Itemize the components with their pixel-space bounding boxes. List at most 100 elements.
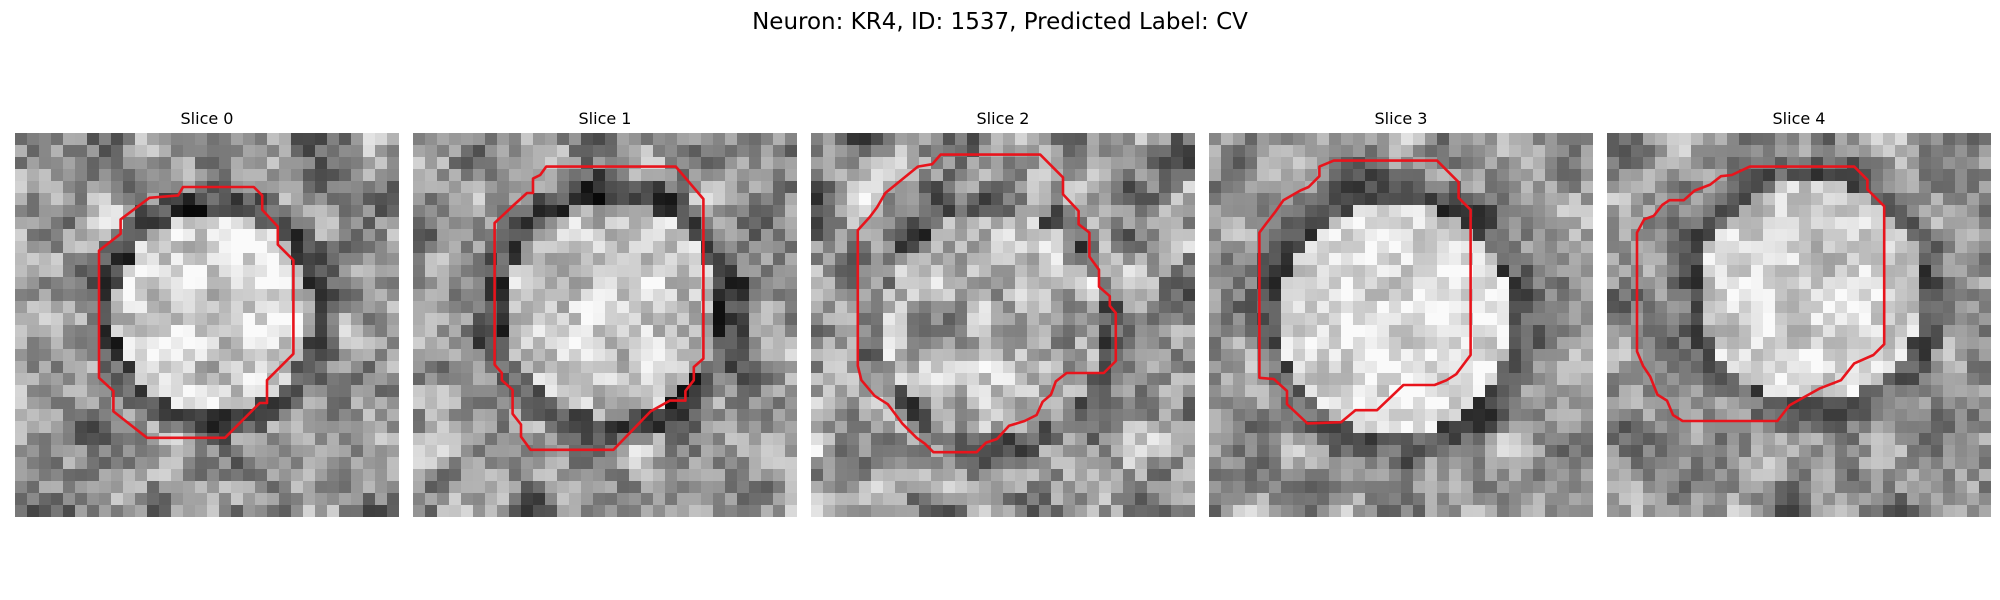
- pixel: [979, 397, 992, 410]
- pixel: [581, 505, 594, 517]
- pixel: [967, 421, 980, 434]
- pixel: [1365, 421, 1378, 434]
- pixel: [1955, 217, 1968, 230]
- pixel: [1171, 337, 1184, 350]
- pixel: [327, 205, 340, 218]
- pixel: [1027, 373, 1040, 386]
- pixel: [485, 457, 498, 470]
- pixel: [39, 217, 52, 230]
- pixel: [351, 133, 364, 146]
- pixel: [737, 361, 750, 374]
- pixel: [859, 505, 872, 517]
- pixel: [1377, 361, 1390, 374]
- pixel: [835, 181, 848, 194]
- pixel: [351, 349, 364, 362]
- pixel: [425, 445, 438, 458]
- pixel: [461, 253, 474, 266]
- pixel: [1425, 289, 1438, 302]
- slice-title-3: Slice 3: [1374, 109, 1428, 128]
- pixel: [1281, 325, 1294, 338]
- pixel: [617, 253, 630, 266]
- pixel: [1365, 193, 1378, 206]
- pixel: [1401, 205, 1414, 218]
- pixel: [315, 157, 328, 170]
- pixel: [629, 217, 642, 230]
- pixel: [811, 481, 824, 494]
- pixel: [1607, 289, 1620, 302]
- pixel: [461, 133, 474, 146]
- pixel: [1147, 241, 1160, 254]
- pixel: [895, 397, 908, 410]
- pixel: [1619, 217, 1632, 230]
- pixel: [1667, 253, 1680, 266]
- pixel: [1569, 385, 1582, 398]
- pixel: [581, 421, 594, 434]
- pixel: [231, 157, 244, 170]
- pixel: [521, 361, 534, 374]
- pixel: [1135, 493, 1148, 506]
- pixel: [1413, 313, 1426, 326]
- pixel: [1473, 421, 1486, 434]
- pixel: [1955, 421, 1968, 434]
- pixel: [63, 433, 76, 446]
- pixel: [183, 433, 196, 446]
- pixel: [1269, 493, 1282, 506]
- pixel: [1461, 493, 1474, 506]
- pixel: [569, 169, 582, 182]
- pixel: [847, 433, 860, 446]
- pixel: [15, 217, 28, 230]
- pixel: [1015, 349, 1028, 362]
- pixel: [363, 481, 376, 494]
- pixel: [291, 445, 304, 458]
- pixel: [1209, 397, 1222, 410]
- pixel: [1931, 325, 1944, 338]
- pixel: [87, 133, 100, 146]
- pixel: [1245, 337, 1258, 350]
- pixel: [1317, 493, 1330, 506]
- pixel: [497, 361, 510, 374]
- pixel: [279, 301, 292, 314]
- pixel: [1087, 493, 1100, 506]
- pixel: [943, 253, 956, 266]
- pixel: [1099, 277, 1112, 290]
- pixel: [713, 145, 726, 158]
- pixel: [1847, 397, 1860, 410]
- pixel: [1521, 253, 1534, 266]
- pixel: [39, 385, 52, 398]
- pixel: [1907, 349, 1920, 362]
- pixel: [1569, 193, 1582, 206]
- pixel: [1643, 277, 1656, 290]
- pixel: [1281, 481, 1294, 494]
- pixel: [1111, 385, 1124, 398]
- pixel: [27, 445, 40, 458]
- pixel: [943, 205, 956, 218]
- pixel: [1063, 313, 1076, 326]
- pixel: [1533, 301, 1546, 314]
- pixel: [219, 349, 232, 362]
- pixel: [1607, 349, 1620, 362]
- pixel: [871, 361, 884, 374]
- pixel: [1955, 133, 1968, 146]
- pixel: [1257, 409, 1270, 422]
- pixel: [1147, 469, 1160, 482]
- pixel: [1521, 493, 1534, 506]
- pixel: [413, 421, 426, 434]
- pixel: [1401, 325, 1414, 338]
- pixel: [339, 481, 352, 494]
- pixel: [1003, 409, 1016, 422]
- pixel: [895, 373, 908, 386]
- pixel: [63, 205, 76, 218]
- pixel: [1377, 241, 1390, 254]
- pixel: [1123, 313, 1136, 326]
- pixel: [1317, 145, 1330, 158]
- pixel: [363, 505, 376, 517]
- pixel: [1087, 409, 1100, 422]
- pixel: [1521, 313, 1534, 326]
- pixel: [883, 253, 896, 266]
- pixel: [1545, 181, 1558, 194]
- pixel: [533, 385, 546, 398]
- pixel: [1123, 181, 1136, 194]
- pixel: [231, 133, 244, 146]
- pixel: [1847, 337, 1860, 350]
- pixel: [1135, 481, 1148, 494]
